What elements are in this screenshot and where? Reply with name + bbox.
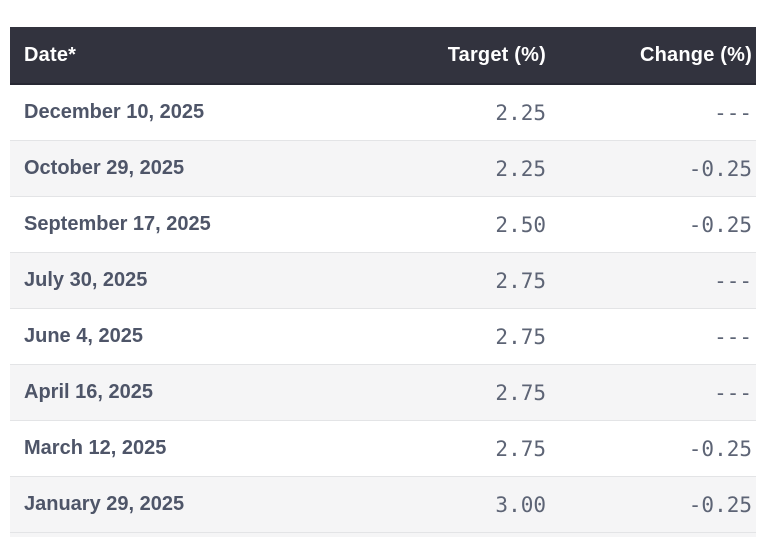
target-cell: 2.75 <box>495 268 546 293</box>
change-cell: -0.25 <box>688 156 752 181</box>
change-cell: --- <box>714 380 752 405</box>
table-row: December 10, 2025 2.25 --- <box>10 85 756 141</box>
target-cell: 2.50 <box>495 212 546 237</box>
table-row: September 17, 2025 2.50 -0.25 <box>10 197 756 253</box>
date-cell: December 10, 2025 <box>24 101 205 123</box>
change-cell: -0.25 <box>688 436 752 461</box>
date-cell: January 29, 2025 <box>24 493 185 515</box>
table-row: July 30, 2025 2.75 --- <box>10 253 756 309</box>
change-cell: --- <box>714 324 752 349</box>
target-cell: 2.75 <box>495 324 546 349</box>
rates-table: Date* Target (%) Change (%) December 10,… <box>10 27 756 537</box>
table-row: June 4, 2025 2.75 --- <box>10 309 756 365</box>
change-cell: --- <box>714 268 752 293</box>
header-cell-target: Target (%) <box>447 43 546 66</box>
target-cell: 2.25 <box>495 100 546 125</box>
change-cell: -0.25 <box>688 492 752 517</box>
change-cell: -0.25 <box>688 212 752 237</box>
target-cell: 2.75 <box>495 436 546 461</box>
date-cell: June 4, 2025 <box>24 325 143 347</box>
date-cell: March 12, 2025 <box>24 437 167 459</box>
table-row: March 12, 2025 2.75 -0.25 <box>10 421 756 477</box>
date-cell: July 30, 2025 <box>24 269 148 291</box>
target-cell: 2.75 <box>495 380 546 405</box>
target-cell: 3.00 <box>495 492 546 517</box>
change-cell: --- <box>714 100 752 125</box>
table-body: December 10, 2025 2.25 --- October 29, 2… <box>10 85 756 533</box>
table-row: October 29, 2025 2.25 -0.25 <box>10 141 756 197</box>
header-cell-change: Change (%) <box>640 43 752 66</box>
date-cell: April 16, 2025 <box>24 381 153 403</box>
table-header-row: Date* Target (%) Change (%) <box>10 27 756 85</box>
date-cell: September 17, 2025 <box>24 213 211 235</box>
date-cell: October 29, 2025 <box>24 157 185 179</box>
table-row: January 29, 2025 3.00 -0.25 <box>10 477 756 533</box>
next-row-peek <box>10 533 756 537</box>
header-cell-date: Date* <box>24 43 77 66</box>
target-cell: 2.25 <box>495 156 546 181</box>
table-row: April 16, 2025 2.75 --- <box>10 365 756 421</box>
